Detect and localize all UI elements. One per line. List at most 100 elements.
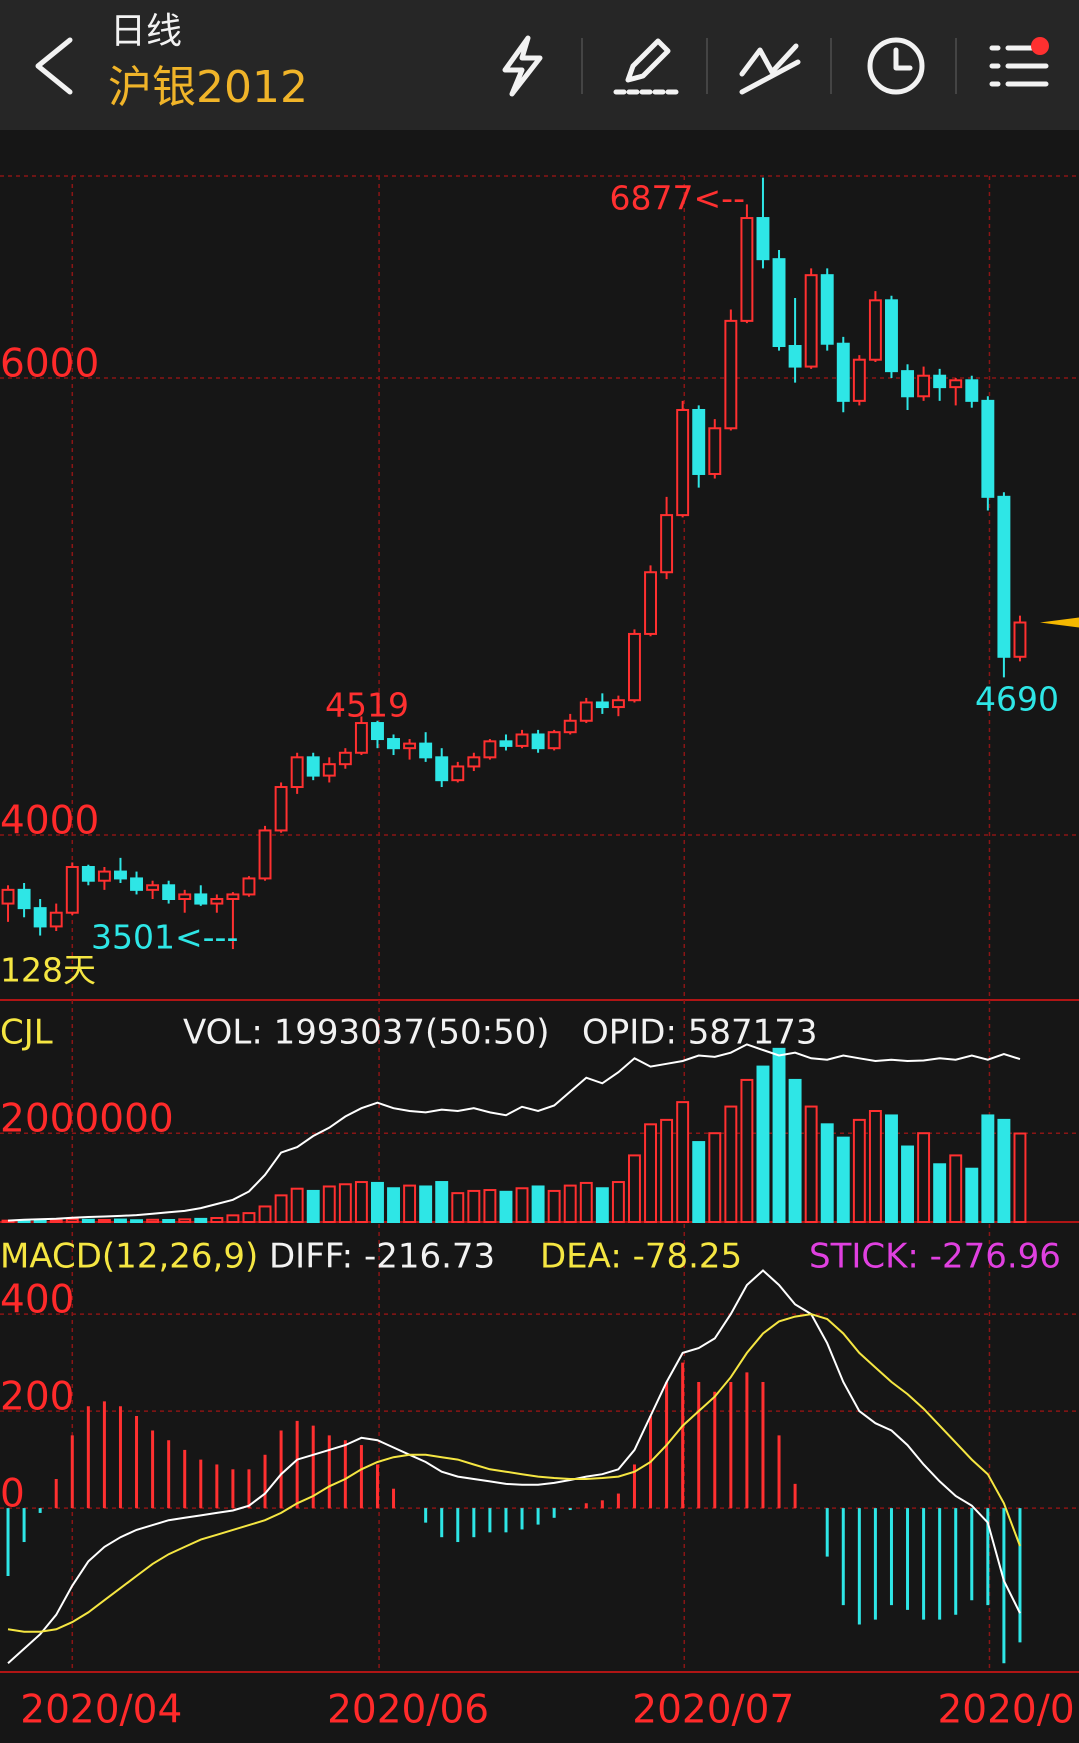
x-tick-label: 2020/07 xyxy=(632,1688,794,1733)
candle-body xyxy=(178,893,192,900)
volume-bar xyxy=(949,1154,963,1224)
candle-body xyxy=(338,751,352,766)
back-button[interactable] xyxy=(35,37,73,95)
volume-bar xyxy=(885,1114,898,1223)
volume-bar xyxy=(162,1219,176,1223)
y-tick-label: 0 xyxy=(0,1472,25,1517)
volume-bar xyxy=(483,1189,497,1223)
candle-body xyxy=(65,866,79,914)
candle-body xyxy=(306,756,320,777)
candle-body xyxy=(451,765,465,782)
diff-line xyxy=(7,1269,1021,1665)
candle-body xyxy=(820,274,834,345)
volume-bar xyxy=(387,1187,400,1223)
candle-body xyxy=(226,893,240,900)
draw-icon[interactable] xyxy=(613,38,679,95)
volume-bar xyxy=(579,1181,593,1223)
volume-bar xyxy=(628,1154,641,1224)
volume-bar xyxy=(772,1047,786,1223)
candle-body xyxy=(274,786,288,832)
volume-bar xyxy=(740,1078,754,1224)
dea-line xyxy=(7,1313,1021,1633)
period-label[interactable]: 日线 xyxy=(110,11,182,52)
candle-body xyxy=(852,358,866,402)
peak-annotation: 4519 xyxy=(325,686,409,725)
volume-bar xyxy=(226,1214,240,1223)
volume-bar xyxy=(965,1167,979,1223)
volume-bar xyxy=(981,1114,995,1223)
volume-bar xyxy=(49,1219,63,1224)
candle-body xyxy=(611,699,625,709)
x-tick-label: 2020/06 xyxy=(327,1688,489,1733)
candle-body xyxy=(579,701,593,722)
candle-body xyxy=(772,258,786,348)
low-annotation: 3501<--- xyxy=(91,918,238,957)
candle-body xyxy=(210,897,224,905)
y-tick-label: 2000000 xyxy=(0,1097,174,1142)
volume-bar xyxy=(403,1184,417,1224)
y-tick-label: 6000 xyxy=(0,342,99,387)
volume-bar xyxy=(97,1219,111,1223)
candle-body xyxy=(804,274,818,368)
volume-bar xyxy=(595,1187,609,1223)
candle-body xyxy=(563,719,577,734)
y-tick-label: 4000 xyxy=(0,799,99,844)
menu-icon[interactable] xyxy=(989,37,1049,87)
candle-body xyxy=(965,379,979,402)
candle-body xyxy=(290,756,304,789)
clock-icon[interactable] xyxy=(867,37,925,95)
candle-body xyxy=(628,632,641,702)
volume-bar xyxy=(933,1163,947,1224)
indicator-icon[interactable] xyxy=(739,43,801,95)
labels: 6877<-- 4519 3501<--- 4690 128天 CJL VOL:… xyxy=(0,179,1075,1733)
volume-bar xyxy=(114,1218,127,1223)
volume-bar xyxy=(178,1218,192,1224)
x-tick-label: 2020/0 xyxy=(937,1688,1074,1733)
flash-icon[interactable] xyxy=(502,35,543,97)
candle-body xyxy=(162,884,176,900)
legend-entry: DEA: -78.25 xyxy=(540,1237,742,1277)
volume-bar xyxy=(338,1183,352,1224)
candle-body xyxy=(258,829,272,880)
volume-bar xyxy=(130,1219,143,1223)
volume-bar xyxy=(322,1185,336,1223)
candle-body xyxy=(949,379,963,389)
volume-bar xyxy=(756,1065,770,1223)
volume-bar xyxy=(852,1118,866,1224)
volume-bar xyxy=(1013,1132,1027,1223)
volume-bar xyxy=(708,1132,722,1223)
volume-bar xyxy=(563,1184,577,1224)
candle-body xyxy=(724,319,738,430)
volume-bar xyxy=(820,1123,834,1223)
volume-bar xyxy=(210,1217,224,1224)
legend-entry: DIFF: -216.73 xyxy=(269,1237,495,1277)
volume-bar xyxy=(499,1190,513,1223)
volume-bar xyxy=(804,1105,818,1224)
volume-bar xyxy=(997,1118,1011,1224)
volume-bar xyxy=(194,1217,208,1223)
candle-body xyxy=(933,374,947,389)
volume-bar xyxy=(146,1218,160,1224)
volume-bar xyxy=(692,1141,706,1223)
candle-body xyxy=(467,756,481,768)
y-tick-label: 400 xyxy=(0,1278,74,1323)
candle-body xyxy=(981,399,995,498)
volume-bar xyxy=(531,1185,545,1223)
candle-body xyxy=(97,870,111,882)
macd-title: MACD(12,26,9) xyxy=(0,1237,258,1277)
marks xyxy=(1,177,1079,1665)
candle-body xyxy=(146,884,160,891)
candle-body xyxy=(242,877,256,896)
candle-body xyxy=(756,217,770,261)
x-tick-label: 2020/04 xyxy=(20,1688,182,1733)
candle-body xyxy=(917,374,931,398)
header-bar xyxy=(0,0,1079,130)
candle-body xyxy=(1,888,15,905)
volume-bar xyxy=(660,1118,674,1224)
volume-bar xyxy=(371,1181,384,1223)
volume-bar xyxy=(81,1218,95,1224)
candle-body xyxy=(114,870,127,880)
toolbar xyxy=(502,35,1049,97)
